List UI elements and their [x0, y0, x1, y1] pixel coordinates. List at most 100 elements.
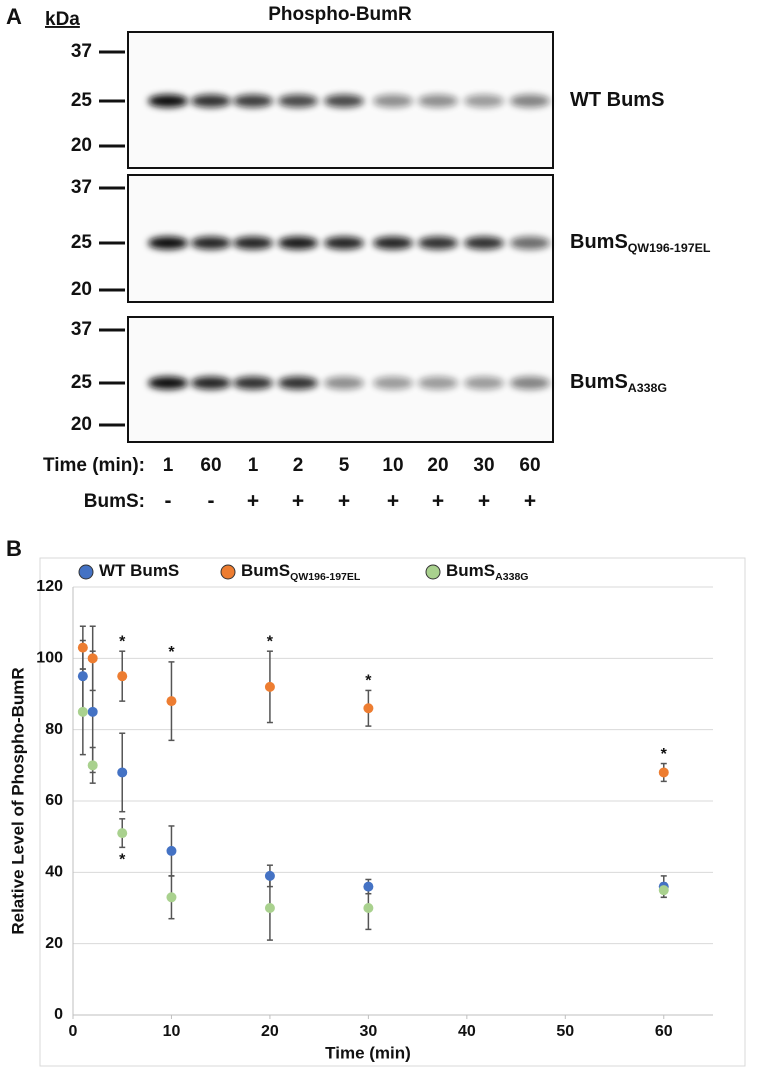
y-tick-label: 120	[36, 578, 63, 595]
point	[363, 881, 374, 892]
y-tick-label: 20	[45, 935, 63, 952]
y-tick-label: 0	[54, 1006, 63, 1023]
legend-marker	[78, 564, 94, 580]
point	[117, 828, 128, 839]
lane-time: 1	[248, 455, 259, 476]
unit-label: kDa	[45, 9, 80, 30]
point	[87, 706, 98, 717]
x-tick-label: 30	[359, 1023, 377, 1040]
point	[264, 870, 275, 881]
band	[278, 376, 318, 390]
x-tick-label: 10	[163, 1023, 181, 1040]
point	[363, 903, 374, 913]
label-subscript: A338G	[495, 571, 528, 583]
lane-bums: -	[165, 490, 172, 513]
marker-label: 37	[71, 319, 92, 340]
lane-time: 5	[339, 455, 350, 476]
lane-time: 1	[163, 455, 174, 476]
point	[77, 706, 88, 717]
annotation: *	[267, 633, 274, 650]
x-tick-label: 20	[261, 1023, 279, 1040]
band	[278, 94, 318, 108]
legend-label: BumSQW196-197EL	[241, 561, 361, 582]
band	[278, 236, 318, 250]
band	[418, 236, 458, 250]
chart-frame	[39, 557, 746, 1067]
y-axis-title: Relative Level of Phospho-BumR	[8, 667, 27, 934]
band	[148, 376, 188, 390]
legend-marker	[220, 564, 236, 580]
marker-label: 37	[71, 177, 92, 198]
lane-time: 60	[519, 455, 540, 476]
x-tick-label: 50	[556, 1023, 574, 1040]
label-subscript: QW196-197EL	[290, 571, 361, 583]
band	[373, 376, 413, 390]
band	[510, 236, 550, 250]
x-tick-label: 60	[655, 1023, 673, 1040]
point	[87, 760, 98, 771]
marker-label: 25	[71, 232, 93, 253]
panel-label: B	[6, 536, 22, 561]
marker-label: 20	[71, 279, 92, 300]
blot-label: WT BumS	[570, 89, 664, 111]
y-tick-label: 40	[45, 864, 63, 881]
y-tick-label: 100	[36, 650, 63, 667]
blot-label: BumSQW196-197EL	[570, 231, 711, 255]
band	[233, 236, 273, 250]
label-subscript: QW196-197EL	[628, 241, 711, 255]
point	[658, 767, 669, 778]
point	[77, 671, 88, 682]
time-label: Time (min):	[43, 455, 145, 476]
point	[117, 767, 128, 778]
band	[324, 236, 364, 250]
point	[363, 703, 374, 714]
band	[324, 376, 364, 390]
band	[233, 94, 273, 108]
x-tick-label: 40	[458, 1023, 476, 1040]
band	[464, 94, 504, 108]
lane-time: 20	[427, 455, 448, 476]
panel-label: A	[6, 4, 22, 29]
point	[87, 653, 98, 664]
marker-label: 20	[71, 414, 92, 435]
lane-bums: +	[524, 490, 536, 513]
band	[191, 236, 231, 250]
band	[191, 376, 231, 390]
point	[264, 903, 275, 913]
legend-label: WT BumS	[99, 561, 179, 580]
point	[658, 885, 669, 896]
lane-time: 2	[293, 455, 304, 476]
marker-label: 25	[71, 372, 93, 393]
point	[166, 845, 177, 856]
lane-time: 30	[473, 455, 494, 476]
lane-bums: +	[338, 490, 350, 513]
annotation: *	[365, 673, 372, 690]
point	[117, 671, 128, 682]
lane-bums: +	[292, 490, 304, 513]
label-main: WT BumS	[570, 89, 664, 111]
band	[148, 94, 188, 108]
x-axis-title: Time (min)	[325, 1043, 411, 1062]
annotation: *	[168, 644, 175, 661]
y-tick-label: 60	[45, 792, 63, 809]
band	[464, 236, 504, 250]
band	[324, 94, 364, 108]
lane-bums: +	[432, 490, 444, 513]
band	[418, 376, 458, 390]
band	[233, 376, 273, 390]
legend-marker	[425, 564, 441, 580]
y-tick-label: 80	[45, 721, 63, 738]
point	[166, 696, 177, 707]
point	[264, 681, 275, 692]
blot-label: BumSA338G	[570, 371, 667, 395]
label-subscript: A338G	[628, 381, 667, 395]
lane-time: 60	[200, 455, 221, 476]
label-main: BumS	[570, 371, 628, 393]
band	[510, 94, 550, 108]
band	[191, 94, 231, 108]
band	[373, 94, 413, 108]
marker-label: 25	[71, 90, 93, 111]
marker-label: 20	[71, 135, 92, 156]
bums-label: BumS:	[84, 491, 145, 512]
band	[464, 376, 504, 390]
